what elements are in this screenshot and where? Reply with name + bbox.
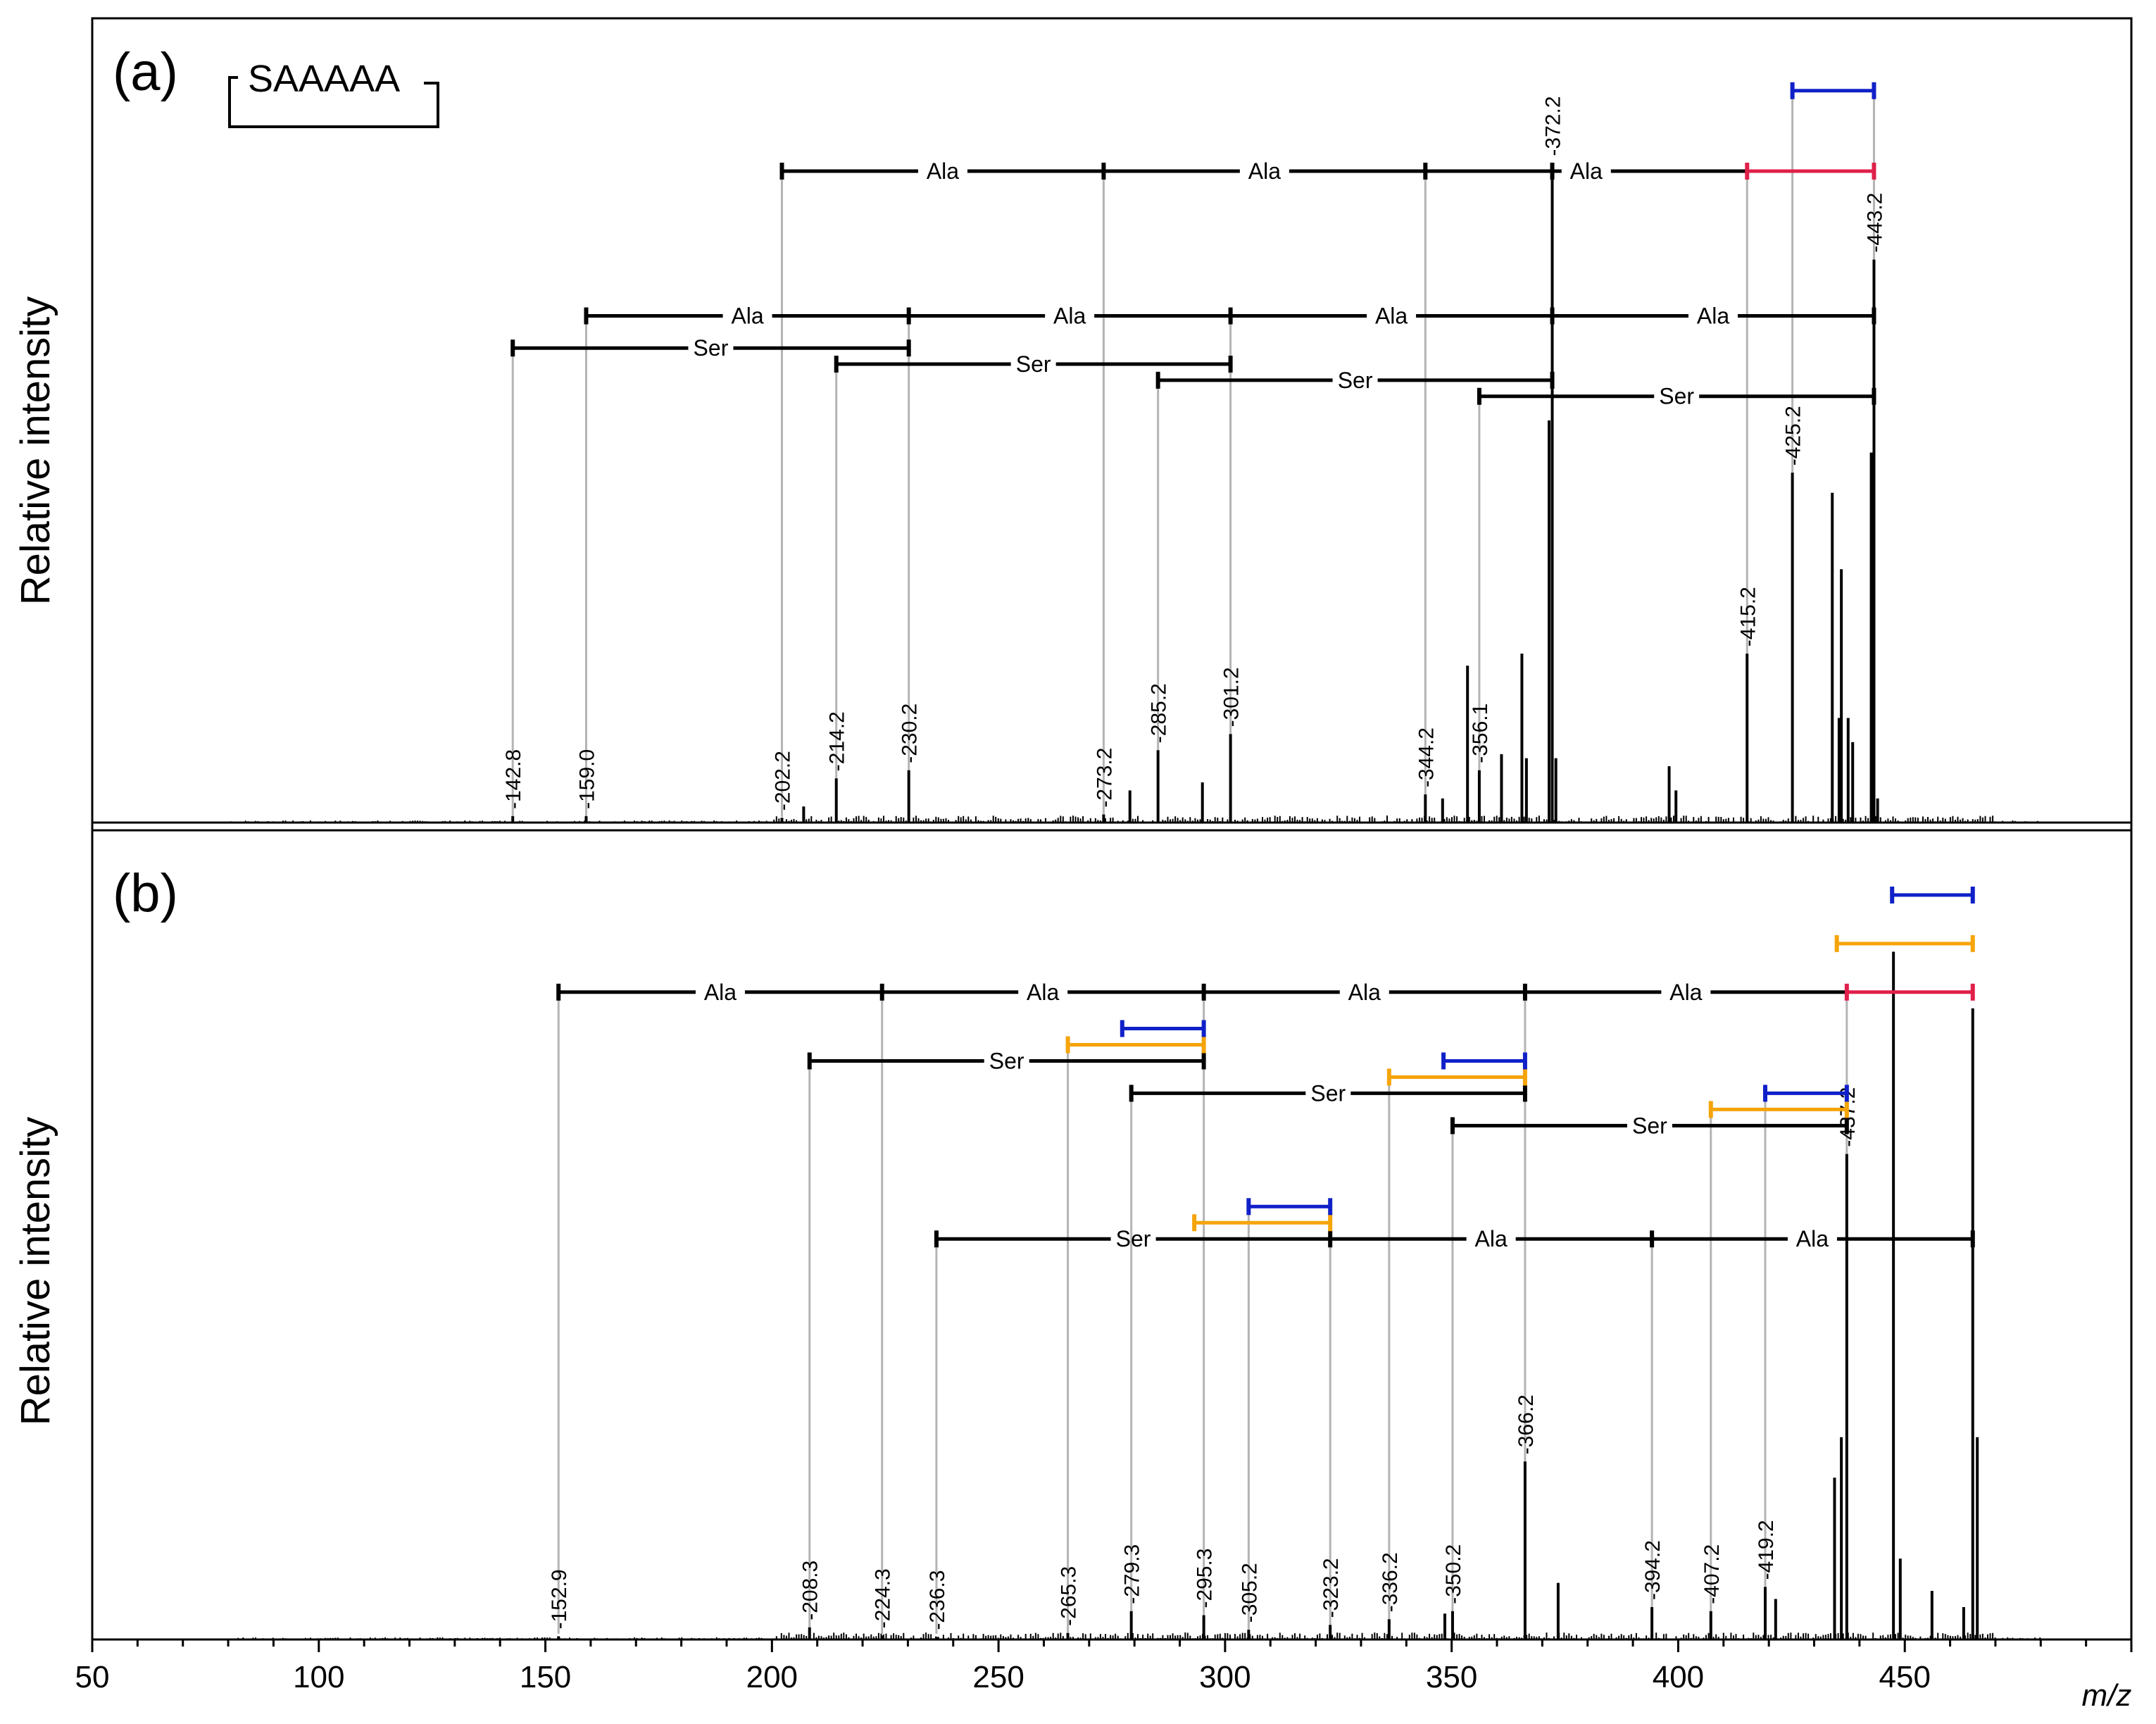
x-tick-label: 400 bbox=[1653, 1660, 1704, 1694]
x-tick-label: 150 bbox=[520, 1660, 571, 1694]
x-tick-label: 350 bbox=[1426, 1660, 1477, 1694]
cyclic-peptide-bracket: SAAAAA bbox=[228, 58, 439, 128]
panel-b-label: (b) bbox=[113, 863, 178, 923]
ladder-residue-label: Ala bbox=[927, 158, 959, 184]
ladder-blue bbox=[1441, 1052, 1527, 1070]
peak-label: -224.3 bbox=[872, 1568, 895, 1628]
ladder-orange bbox=[1708, 1101, 1849, 1118]
ladder-black: Ser bbox=[807, 1048, 1206, 1073]
ladder-residue-label: Ala bbox=[1053, 304, 1086, 329]
panel-a-y-axis-label: Relative intensity bbox=[13, 296, 58, 605]
ladder-black: Ala Ala Ala Ala bbox=[556, 980, 1847, 1005]
ladder-red bbox=[1745, 162, 1876, 180]
panel-b-y-axis-label: Relative intensity bbox=[13, 1117, 58, 1425]
ladder-residue-label: Ala bbox=[1669, 980, 1702, 1005]
ladder-residue-label: Ala bbox=[1796, 1226, 1829, 1251]
ladder-black: Ser bbox=[834, 351, 1233, 377]
ladder-residue-label: Ser bbox=[1632, 1113, 1667, 1138]
ladder-black: Ser Ala Ala bbox=[934, 1226, 1975, 1251]
peak-label: -336.2 bbox=[1379, 1552, 1402, 1612]
x-tick-label: 50 bbox=[75, 1660, 110, 1694]
peak-label: -305.2 bbox=[1238, 1563, 1261, 1623]
peak-label: -323.2 bbox=[1320, 1558, 1343, 1618]
peak-label: -344.2 bbox=[1415, 727, 1438, 787]
peak-label: -279.3 bbox=[1121, 1544, 1144, 1604]
x-tick-label: 200 bbox=[746, 1660, 798, 1694]
ladder-orange bbox=[1834, 935, 1975, 952]
ladder-black: Ser bbox=[510, 335, 911, 361]
peak-label: -273.2 bbox=[1093, 748, 1116, 808]
peak-label: -142.8 bbox=[502, 749, 525, 809]
ladder-blue bbox=[1120, 1020, 1206, 1037]
ladder-residue-label: Ala bbox=[1475, 1226, 1508, 1251]
peak-label: -208.3 bbox=[799, 1561, 822, 1620]
ladder-residue-label: Ala bbox=[1248, 158, 1281, 184]
ladder-residue-label: Ser bbox=[1338, 368, 1373, 393]
peak-label: -372.2 bbox=[1542, 96, 1565, 156]
x-tick-label: 250 bbox=[972, 1660, 1024, 1694]
x-axis-label: m/z bbox=[2082, 1678, 2132, 1713]
peak-label: -443.2 bbox=[1863, 193, 1886, 253]
x-tick-label: 100 bbox=[293, 1660, 344, 1694]
ladder-residue-label: Ser bbox=[1116, 1226, 1151, 1251]
x-tick-label: 450 bbox=[1879, 1660, 1931, 1694]
x-tick-label: 300 bbox=[1199, 1660, 1251, 1694]
ladder-blue bbox=[1763, 1085, 1849, 1102]
peak-label: -214.2 bbox=[826, 711, 849, 771]
peak-label: -159.0 bbox=[575, 749, 598, 809]
ladder-orange bbox=[1065, 1036, 1206, 1054]
ladder-residue-label: Ser bbox=[1659, 384, 1694, 409]
peak-label: -394.2 bbox=[1641, 1540, 1665, 1600]
peak-labels: -142.8 -159.0 -202.2 -214.2 -230.2 -273.2 -285… bbox=[502, 96, 1886, 1630]
peak-label: -265.3 bbox=[1058, 1566, 1081, 1626]
ladder-orange bbox=[1192, 1214, 1333, 1232]
ladder-residue-label: Ala bbox=[1027, 980, 1059, 1005]
ladder-residue-label: Ala bbox=[704, 980, 737, 1005]
peak-label: -152.9 bbox=[548, 1569, 571, 1629]
ladder-blue bbox=[1790, 82, 1876, 99]
peak-label: -236.3 bbox=[926, 1570, 949, 1630]
x-axis: 50 100 150 200 250 300 350 400 450 bbox=[75, 1639, 2133, 1694]
peak-label: -425.2 bbox=[1782, 406, 1805, 466]
ladder-residue-label: Ala bbox=[1375, 304, 1408, 329]
peak-label: -202.2 bbox=[771, 751, 794, 811]
panel-a-label: (a) bbox=[113, 42, 178, 102]
ladder-residue-label: Ala bbox=[1348, 980, 1381, 1005]
peptide-sequence-label: SAAAAA bbox=[248, 58, 400, 100]
ladder-residue-label: Ser bbox=[1310, 1080, 1346, 1106]
ladder-black: Ser bbox=[1450, 1113, 1849, 1138]
ladder-orange bbox=[1386, 1068, 1527, 1086]
spectrum-peaks bbox=[511, 163, 1979, 1639]
peak-label: -419.2 bbox=[1755, 1520, 1778, 1580]
ladder-residue-label: Ser bbox=[989, 1048, 1024, 1073]
peak-label: -230.2 bbox=[898, 704, 922, 763]
peak-label: -285.2 bbox=[1148, 683, 1171, 743]
ladder-black: Ser bbox=[1477, 384, 1876, 409]
peak-label: -356.1 bbox=[1469, 704, 1492, 763]
ladder-blue bbox=[1890, 886, 1975, 904]
peak-label: -415.2 bbox=[1736, 587, 1760, 646]
ladder-residue-label: Ala bbox=[1570, 158, 1603, 184]
ladder-residue-label: Ser bbox=[694, 335, 729, 361]
ladder-red bbox=[1844, 983, 1975, 1001]
ladder-residue-label: Ala bbox=[1697, 304, 1729, 329]
ladder-black: Ala Ala Ala bbox=[779, 158, 1748, 184]
ladder-residue-label: Ala bbox=[731, 304, 763, 329]
ladder-residue-label: Ser bbox=[1016, 351, 1051, 377]
ladder-black: Ser bbox=[1129, 1080, 1527, 1106]
ladder-black: Ser bbox=[1155, 368, 1555, 393]
peak-label: -407.2 bbox=[1700, 1544, 1724, 1604]
ladder-blue bbox=[1246, 1198, 1333, 1216]
ladder-black: Ala Ala Ala Ala bbox=[584, 304, 1876, 329]
peak-label: -366.2 bbox=[1515, 1394, 1538, 1454]
peak-label: -301.2 bbox=[1220, 667, 1243, 727]
figure-frame bbox=[91, 17, 2133, 1641]
peak-label: -350.2 bbox=[1442, 1544, 1465, 1604]
peak-label: -295.3 bbox=[1193, 1548, 1217, 1608]
